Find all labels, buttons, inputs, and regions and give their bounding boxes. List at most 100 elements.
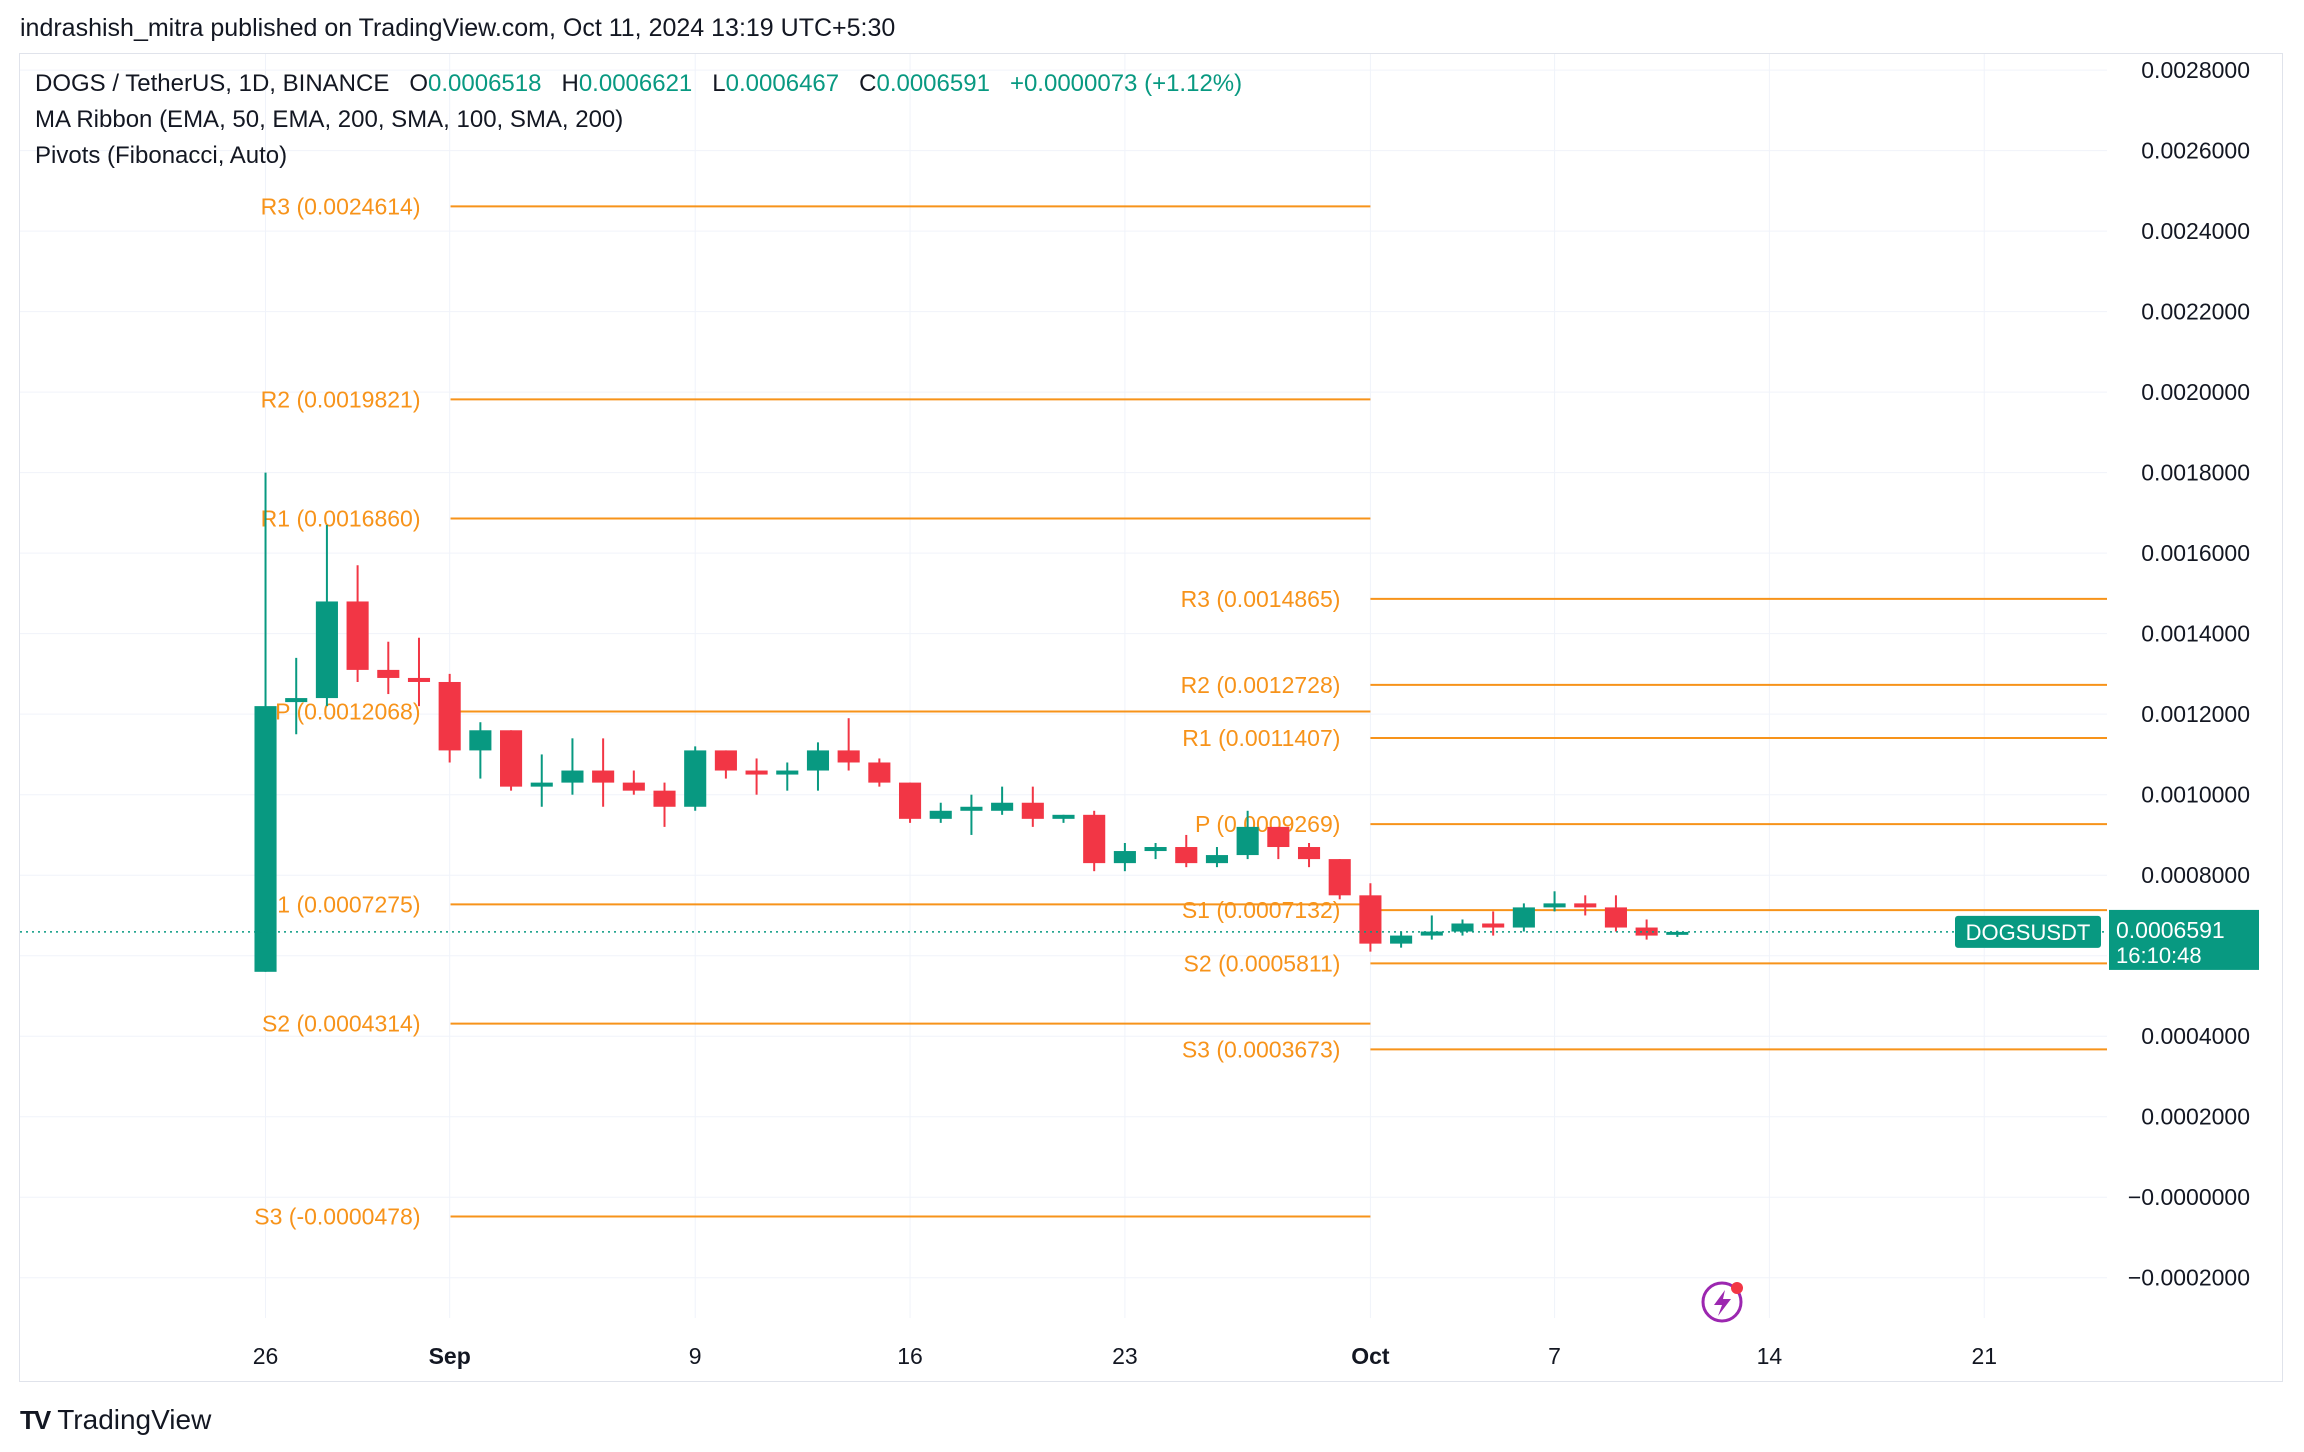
y-tick-label: 0.0018000 [2141, 460, 2250, 486]
candle-body [1144, 847, 1167, 852]
pivot-label-s3: S3 (0.0003673) [1182, 1036, 1341, 1062]
pivot-label-r3: R3 (0.0024614) [261, 193, 421, 219]
pivot-label-r1: R1 (0.0011407) [1182, 725, 1340, 751]
publisher-line: indrashish_mitra published on TradingVie… [20, 14, 895, 43]
candle-body [684, 750, 707, 807]
candle-body [929, 810, 952, 819]
y-tick-label: 0.0016000 [2141, 540, 2250, 566]
price-tag-value: 0.0006591 [2116, 917, 2225, 943]
tradingview-logo-icon: TV [20, 1404, 51, 1435]
candle-body [1021, 802, 1044, 819]
candle-body [254, 706, 277, 972]
y-tick-label: 0.0024000 [2141, 218, 2250, 244]
indicator-pivots-label: Pivots (Fibonacci, Auto) [35, 142, 288, 169]
y-tick-label: 0.0022000 [2141, 299, 2250, 325]
candle-body [285, 698, 308, 703]
y-tick-label: 0.0028000 [2141, 57, 2250, 83]
candle-body [1451, 923, 1474, 932]
candle-body [1052, 814, 1075, 819]
legend-close-label: C [859, 70, 877, 97]
y-tick-label: 0.0008000 [2141, 862, 2250, 888]
y-tick-label: −0.0000000 [2128, 1184, 2250, 1210]
y-tick-label: −0.0002000 [2128, 1265, 2250, 1291]
lightning-icon[interactable] [1701, 1281, 1743, 1323]
tradingview-brand[interactable]: TV TradingView [20, 1404, 211, 1436]
symbol-tag-bg [1955, 915, 2101, 948]
pivot-label-s2: S2 (0.0005811) [1184, 950, 1341, 976]
candle-body [745, 770, 768, 775]
legend-open: 0.0006518 [428, 70, 542, 97]
candle-body [1359, 895, 1382, 944]
candle-body [1297, 847, 1321, 860]
price-tag-bg [2109, 909, 2259, 970]
candle-body [622, 782, 645, 791]
legend-high: 0.0006621 [578, 70, 693, 97]
candle-body [377, 669, 400, 678]
pivot-label-r2: R2 (0.0012728) [1181, 672, 1341, 698]
candle-body [1205, 855, 1229, 864]
x-tick-label: 14 [1757, 1343, 1783, 1369]
candle-body [1083, 814, 1106, 864]
y-tick-label: 0.0026000 [2141, 138, 2250, 164]
candle-body [714, 750, 737, 771]
legend-change: +0.0000073 (+1.12%) [1009, 70, 1243, 97]
legend-high-label: H [561, 70, 579, 97]
legend-low: 0.0006467 [725, 70, 840, 97]
x-tick-label: 26 [253, 1343, 279, 1369]
candle-body [653, 790, 676, 807]
x-tick-label: Sep [429, 1343, 471, 1369]
candle-body [1113, 851, 1136, 864]
symbol-tag: DOGSUSDT [1966, 920, 2091, 945]
candle-body [1543, 903, 1566, 908]
legend-indicator-ma-ribbon[interactable]: MA Ribbon (EMA, 50, EMA, 200, SMA, 100, … [35, 106, 623, 134]
candle-body [1666, 931, 1689, 935]
candle-body [346, 601, 369, 670]
pivot-label-s1: S1 (0.0007132) [1182, 897, 1341, 923]
pivot-label-r1: R1 (0.0016860) [261, 506, 421, 532]
candle-body [530, 782, 553, 787]
pivot-label-s1: S1 (0.0007275) [262, 891, 421, 917]
candle-body [806, 750, 830, 771]
x-tick-label: 23 [1112, 1343, 1138, 1369]
candle-body [1236, 826, 1259, 856]
candle-body [1420, 931, 1443, 936]
pivot-label-s2: S2 (0.0004314) [262, 1011, 421, 1037]
candle-body [1390, 935, 1413, 944]
candle-body [438, 681, 461, 751]
x-tick-label: 16 [897, 1343, 923, 1369]
y-tick-label: 0.0002000 [2141, 1104, 2250, 1130]
legend-indicator-pivots[interactable]: Pivots (Fibonacci, Auto) [35, 142, 287, 170]
legend-close: 0.0006591 [876, 70, 990, 97]
candle-body [991, 802, 1014, 811]
candle-body [500, 730, 523, 787]
price-tag-countdown: 16:10:48 [2116, 943, 2202, 968]
x-tick-label: 7 [1548, 1343, 1561, 1369]
candle-body [1512, 907, 1535, 928]
legend-symbol[interactable]: DOGS / TetherUS, 1D, BINANCE [35, 70, 390, 97]
candle-body [898, 782, 922, 819]
y-tick-label: 0.0010000 [2141, 782, 2250, 808]
y-tick-label: 0.0020000 [2141, 379, 2250, 405]
pivot-label-p: P (0.0012068) [275, 698, 420, 724]
indicator-ma-ribbon-label: MA Ribbon (EMA, 50, EMA, 200, SMA, 100, … [35, 106, 624, 133]
tradingview-brand-text: TradingView [57, 1404, 212, 1435]
y-tick-label: 0.0004000 [2141, 1023, 2250, 1049]
candle-body [1604, 907, 1627, 928]
candle-body [868, 762, 891, 783]
x-tick-label: 9 [689, 1343, 702, 1369]
y-tick-label: 0.0012000 [2141, 701, 2250, 727]
pivot-label-r3: R3 (0.0014865) [1181, 586, 1341, 612]
candle-body [592, 770, 615, 783]
candle-body [837, 750, 860, 763]
candle-body [1267, 826, 1290, 848]
legend-open-label: O [409, 70, 429, 97]
pivot-label-r2: R2 (0.0019821) [261, 386, 421, 412]
candle-body [315, 601, 338, 699]
candle-body [1574, 903, 1597, 908]
publisher-text: indrashish_mitra published on TradingVie… [20, 14, 896, 42]
candle-body [469, 730, 492, 751]
candle-body [561, 770, 584, 783]
pivot-label-s3: S3 (-0.0000478) [254, 1203, 420, 1229]
y-tick-label: 0.0014000 [2141, 621, 2250, 647]
